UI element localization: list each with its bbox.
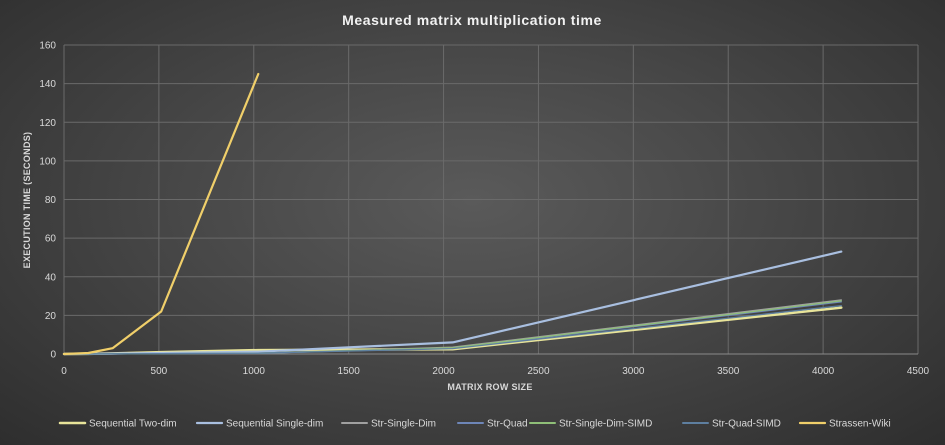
legend: Sequential Two-dim Sequential Single-dim S… — [58, 419, 891, 430]
y-tick-label: 80 — [45, 195, 57, 206]
series-line-7 — [62, 72, 260, 356]
x-tick-label: 3000 — [622, 366, 645, 377]
legend-label: Sequential Two-dim — [89, 419, 177, 430]
series-lines — [62, 72, 843, 356]
y-tick-label: 140 — [39, 79, 56, 90]
series-line-4 — [63, 301, 842, 355]
y-tick-label: 160 — [39, 41, 56, 52]
axes: 0 20 40 60 80 100 120 140 160 0 500 1000 1500 2000 250… — [39, 41, 929, 378]
x-tick-label: 500 — [151, 366, 168, 377]
x-tick-label: 4000 — [812, 366, 835, 377]
y-tick-label: 100 — [39, 156, 56, 167]
chart-title: Measured matrix multiplication time — [342, 12, 602, 28]
x-tick-label: 1500 — [338, 366, 361, 377]
y-tick-label: 0 — [50, 350, 56, 361]
series-line-5 — [63, 300, 842, 355]
x-tick-label: 1000 — [243, 366, 266, 377]
series-line-3 — [63, 299, 842, 355]
x-tick-label: 3500 — [717, 366, 740, 377]
x-tick-label: 0 — [61, 366, 67, 377]
legend-label: Str-Single-Dim-SIMD — [559, 419, 652, 430]
y-tick-label: 40 — [45, 272, 57, 283]
legend-label: Sequential Single-dim — [226, 419, 323, 430]
x-axis-title: MATRIX ROW SIZE — [447, 382, 532, 392]
legend-label: Strassen-Wiki — [829, 419, 891, 430]
y-tick-label: 60 — [45, 234, 57, 245]
legend-label: Str-Quad — [487, 419, 528, 430]
legend-label: Str-Quad-SIMD — [712, 419, 781, 430]
legend-label: Str-Single-Dim — [371, 419, 436, 430]
y-tick-label: 20 — [45, 311, 57, 322]
gridlines — [63, 44, 919, 355]
x-tick-label: 2500 — [527, 366, 550, 377]
y-tick-label: 120 — [39, 118, 56, 129]
x-tick-label: 2000 — [432, 366, 455, 377]
x-tick-label: 4500 — [907, 366, 930, 377]
y-axis-title: EXECUTION TIME (SECONDS) — [22, 132, 32, 269]
